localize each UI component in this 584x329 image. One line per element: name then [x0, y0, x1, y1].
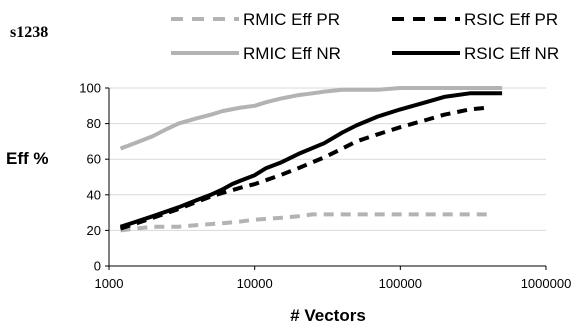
- legend-label: RMIC Eff PR: [243, 10, 340, 29]
- legend-label: RSIC Eff NR: [464, 44, 559, 63]
- x-tick-labels: 1000 10000 100000 1000000: [95, 266, 572, 291]
- legend-label: RSIC Eff PR: [464, 10, 558, 29]
- series-line-rmic-eff-pr: [120, 212, 488, 233]
- x-tick-label: 100000: [379, 276, 422, 291]
- y-tick-label: 20: [87, 223, 101, 238]
- legend: RMIC Eff PR RSIC Eff PR RMIC Eff NR RSIC Ef…: [171, 10, 559, 63]
- y-tick-label: 100: [79, 81, 101, 96]
- x-tick-label: 1000000: [521, 276, 572, 291]
- series-lines: [119, 86, 503, 233]
- legend-label: RMIC Eff NR: [243, 44, 341, 63]
- y-tick-label: 0: [94, 259, 101, 274]
- x-axis-title: # Vectors: [290, 306, 366, 325]
- series-line-rsic-eff-nr: [119, 91, 503, 229]
- series-line-rmic-eff-nr: [119, 86, 503, 151]
- x-tick-label: 1000: [95, 276, 124, 291]
- series-line-rsic-eff-pr: [119, 105, 489, 231]
- y-tick-labels: 0 20 40 60 80 100: [79, 81, 109, 274]
- axes: [108, 88, 546, 267]
- y-tick-label: 40: [87, 187, 101, 202]
- y-tick-label: 60: [87, 152, 101, 167]
- y-tick-label: 80: [87, 116, 101, 131]
- chart-title: s1238: [10, 24, 48, 41]
- x-tick-label: 10000: [237, 276, 273, 291]
- y-axis-title: Eff %: [6, 149, 49, 168]
